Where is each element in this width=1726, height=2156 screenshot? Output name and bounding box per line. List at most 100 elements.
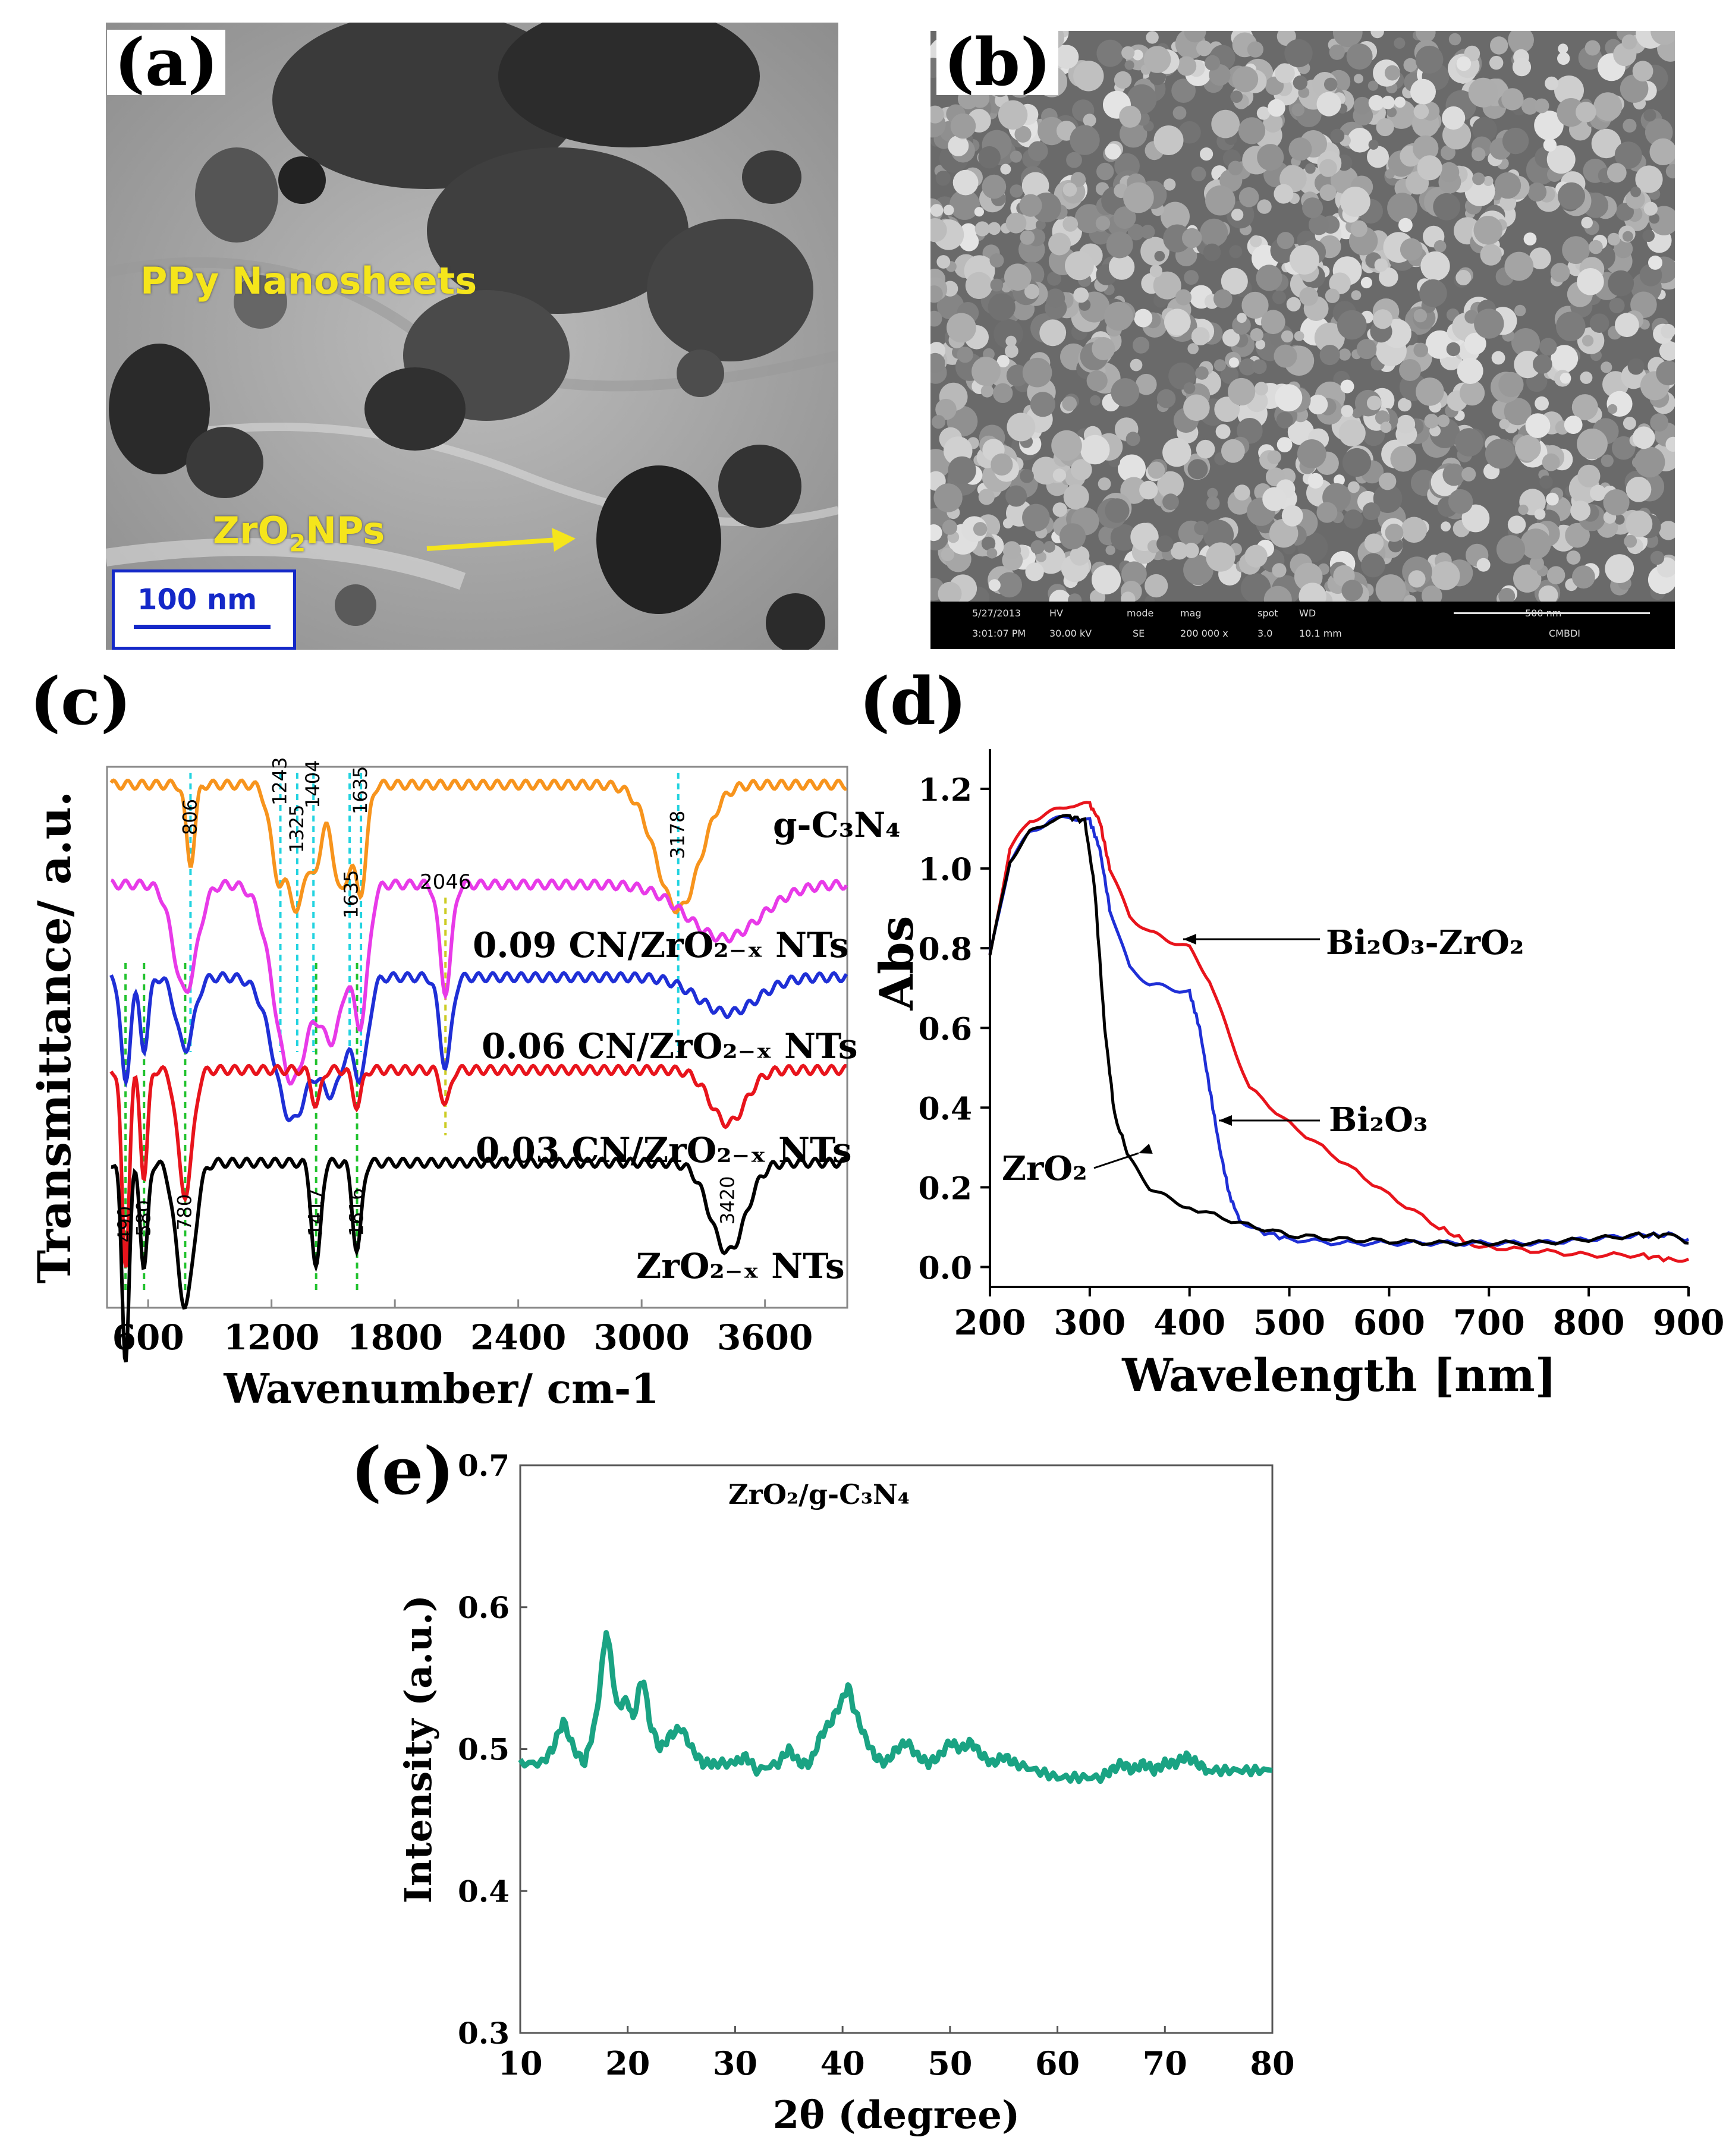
sem-grain: [1250, 328, 1263, 342]
sem-grain: [1260, 310, 1285, 335]
sem-grain: [1221, 267, 1248, 295]
sem-grain: [996, 572, 1022, 598]
zro2-nps-label-main: ZrO: [213, 509, 290, 552]
sem-grain: [1244, 544, 1268, 568]
sem-grain: [1408, 570, 1426, 588]
sem-grain: [1608, 270, 1634, 297]
sem-grain: [1191, 166, 1206, 181]
sem-grain: [936, 255, 951, 269]
sem-grain: [1472, 172, 1485, 185]
sem-grain: [1446, 342, 1461, 357]
sem-grain: [1342, 448, 1372, 477]
sem-grain: [1005, 212, 1027, 234]
sem-grain: [1010, 184, 1023, 198]
sem-grain: [1442, 106, 1466, 130]
sem-grain: [1385, 523, 1404, 542]
sem-grain: [1514, 304, 1526, 317]
sem-grain: [1417, 155, 1442, 181]
sem-grain: [1483, 176, 1494, 186]
ftir-frame: [106, 766, 848, 1309]
uvvis-x-tick-label: 300: [1054, 1302, 1125, 1343]
sem-grain: [1191, 327, 1210, 345]
sem-grain: [1580, 371, 1593, 384]
sem-info-kv: 30.00 kV: [1049, 628, 1092, 639]
sem-grain: [1070, 546, 1090, 566]
uvvis-x-tick-label: 700: [1453, 1302, 1525, 1343]
uvvis-x-tick-label: 800: [1553, 1302, 1625, 1343]
sem-grain: [1341, 580, 1363, 602]
sem-grain: [1020, 230, 1035, 245]
sem-grain: [1257, 144, 1284, 171]
sem-grain: [1170, 542, 1189, 560]
sem-grain: [1256, 265, 1282, 291]
ftir-x-tick-label: 3000: [593, 1317, 689, 1358]
uvvis-label-arrowhead: [1183, 934, 1196, 945]
sem-grain: [1593, 92, 1623, 121]
sem-grain: [1272, 563, 1287, 578]
sem-grain: [1373, 484, 1403, 513]
sem-grain: [993, 383, 1013, 403]
sem-grain: [1581, 216, 1593, 229]
sem-grain: [1221, 439, 1245, 463]
sem-grain: [1396, 414, 1416, 434]
sem-grain: [965, 272, 993, 299]
sem-image: 5/27/2013 HV mode mag spot WD 500 nm 3:0…: [930, 31, 1675, 649]
sem-grain: [1643, 202, 1658, 216]
sem-info-se: SE: [1133, 628, 1145, 639]
sem-grain: [1080, 435, 1110, 465]
sem-grain: [1612, 436, 1636, 460]
panel-letter-b: (b): [936, 30, 1059, 95]
sem-grain: [1565, 523, 1590, 548]
sem-grain: [1297, 439, 1326, 468]
ftir-peak-annotation: 1616: [345, 1188, 368, 1236]
sem-grain: [1213, 359, 1226, 372]
ftir-series-line: [109, 971, 848, 1123]
sem-grain: [1366, 395, 1382, 411]
sem-grain: [1608, 404, 1618, 414]
sem-grain: [1514, 351, 1542, 379]
sem-grain: [1086, 370, 1108, 392]
sem-grain: [1513, 564, 1542, 593]
uvvis-x-tick-label: 400: [1153, 1302, 1225, 1343]
sem-grain: [1364, 533, 1384, 553]
sem-grain: [1387, 100, 1416, 129]
ftir-series-label: ZrO₂₋ₓ NTs: [636, 1246, 845, 1286]
sem-grain: [1010, 150, 1022, 163]
sem-grain: [1577, 428, 1608, 459]
sem-grain: [1114, 71, 1132, 89]
sem-grain: [982, 174, 1007, 199]
xrd-y-tick-label: 0.7: [458, 1448, 510, 1483]
sem-grain: [1025, 562, 1044, 581]
sem-grain: [1348, 481, 1360, 493]
sem-grain: [1442, 463, 1466, 486]
sem-grain: [1457, 358, 1483, 384]
sem-grain: [1019, 194, 1042, 217]
ftir-peak-annotation: 1325: [285, 805, 308, 853]
sem-grain: [988, 579, 1001, 591]
xrd-x-tick-label: 10: [498, 2044, 542, 2082]
sem-grain: [1360, 276, 1372, 289]
sem-grain: [1183, 555, 1213, 586]
sem-grain: [1293, 75, 1308, 90]
sem-info-spot: spot: [1257, 608, 1278, 619]
sem-grain: [1161, 202, 1190, 231]
sem-grain: [1203, 520, 1234, 550]
sem-grain: [1368, 139, 1379, 150]
sem-grain: [1485, 439, 1516, 469]
uvvis-label-arrowhead: [1219, 1115, 1232, 1126]
sem-grain: [1302, 197, 1323, 219]
sem-grain: [1182, 228, 1202, 248]
xrd-xlabel: 2θ (degree): [773, 2093, 1020, 2138]
sem-grain: [1554, 75, 1584, 105]
sem-grain: [1350, 220, 1367, 237]
sem-grain: [1276, 411, 1293, 429]
sem-grain: [1489, 55, 1504, 70]
sem-grain: [1572, 565, 1595, 589]
sem-grain: [1577, 464, 1601, 487]
sem-grain: [1316, 502, 1338, 523]
sem-grain: [1048, 232, 1071, 256]
sem-grain: [1177, 56, 1197, 76]
sem-grain: [1433, 193, 1461, 221]
ftir-series-line: [110, 878, 848, 1086]
